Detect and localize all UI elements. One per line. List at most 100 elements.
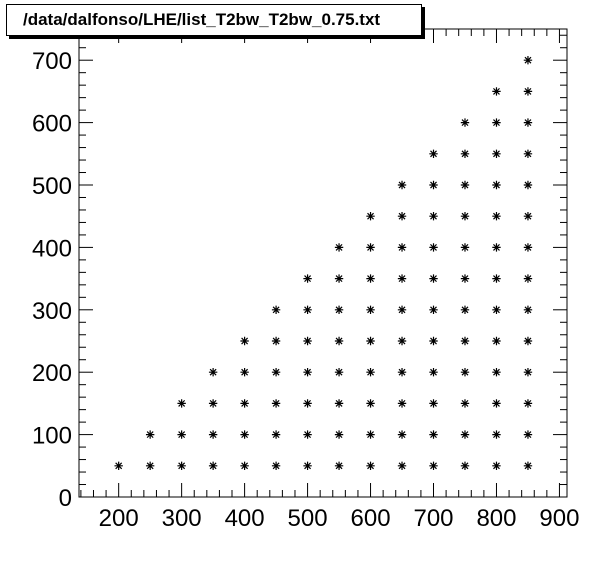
data-point xyxy=(429,274,438,283)
data-point xyxy=(460,274,470,283)
data-point xyxy=(334,336,344,346)
data-point xyxy=(366,368,375,377)
y-axis-ticks xyxy=(79,34,567,498)
data-point xyxy=(429,305,438,314)
data-point xyxy=(460,336,470,346)
data-point xyxy=(460,461,470,470)
data-point xyxy=(240,368,249,377)
data-point xyxy=(208,430,218,439)
data-point xyxy=(334,430,344,439)
x-tick-label: 700 xyxy=(413,505,453,532)
data-point xyxy=(492,87,501,96)
data-point xyxy=(397,243,407,252)
data-point xyxy=(523,274,533,283)
data-point xyxy=(429,243,438,252)
data-point xyxy=(397,180,407,190)
data-point xyxy=(397,461,407,470)
data-point xyxy=(397,399,407,408)
data-point xyxy=(523,118,533,127)
data-point xyxy=(429,430,438,439)
data-point xyxy=(492,180,501,190)
data-point xyxy=(334,243,344,252)
x-tick-label: 600 xyxy=(351,505,391,532)
data-point xyxy=(303,461,312,470)
y-tick-label: 300 xyxy=(32,298,72,325)
data-point xyxy=(492,305,501,314)
data-point xyxy=(303,336,312,346)
data-point xyxy=(240,336,249,346)
x-tick-label: 300 xyxy=(162,505,202,532)
data-point xyxy=(397,212,407,221)
data-point xyxy=(334,274,344,283)
data-point xyxy=(492,461,501,470)
data-point xyxy=(208,399,218,408)
data-point xyxy=(208,368,218,377)
data-point xyxy=(271,305,281,314)
data-point xyxy=(429,461,438,470)
data-point xyxy=(429,336,438,346)
data-point xyxy=(492,118,501,127)
data-point xyxy=(397,430,407,439)
data-point xyxy=(366,336,375,346)
data-point xyxy=(177,430,186,439)
data-point xyxy=(460,243,470,252)
data-point xyxy=(366,274,375,283)
data-point xyxy=(334,305,344,314)
data-point xyxy=(460,399,470,408)
data-point xyxy=(429,368,438,377)
y-tick-label: 700 xyxy=(32,48,72,75)
data-point xyxy=(366,305,375,314)
data-point xyxy=(145,461,155,470)
data-point xyxy=(397,368,407,377)
data-point xyxy=(334,399,344,408)
data-point xyxy=(523,430,533,439)
data-point xyxy=(523,87,533,96)
data-point xyxy=(429,399,438,408)
data-point xyxy=(334,461,344,470)
data-point xyxy=(523,461,533,470)
chart-title: /data/dalfonso/LHE/list_T2bw_T2bw_0.75.t… xyxy=(6,4,422,36)
data-point xyxy=(429,180,438,190)
y-tick-label: 100 xyxy=(32,423,72,450)
data-point xyxy=(460,149,470,158)
data-point xyxy=(429,149,438,158)
data-point xyxy=(460,212,470,221)
data-point xyxy=(523,399,533,408)
data-point xyxy=(271,336,281,346)
data-point xyxy=(303,399,312,408)
data-point xyxy=(492,243,501,252)
data-point xyxy=(397,336,407,346)
y-tick-label: 600 xyxy=(32,111,72,138)
data-point xyxy=(303,368,312,377)
data-point xyxy=(208,461,218,470)
data-point xyxy=(492,368,501,377)
x-tick-label: 800 xyxy=(476,505,516,532)
y-tick-label: 500 xyxy=(32,173,72,200)
data-point xyxy=(460,180,470,190)
data-point xyxy=(397,274,407,283)
data-point xyxy=(460,430,470,439)
data-point xyxy=(366,243,375,252)
data-point xyxy=(366,430,375,439)
data-point xyxy=(145,430,155,439)
data-point xyxy=(523,212,533,221)
data-point xyxy=(492,212,501,221)
x-tick-label: 200 xyxy=(99,505,139,532)
data-point xyxy=(366,461,375,470)
data-point xyxy=(240,461,249,470)
data-point xyxy=(492,274,501,283)
data-point xyxy=(334,368,344,377)
data-point xyxy=(523,149,533,158)
data-point xyxy=(429,212,438,221)
data-point xyxy=(271,461,281,470)
data-point xyxy=(492,149,501,158)
data-point xyxy=(523,243,533,252)
y-tick-label: 0 xyxy=(59,485,72,512)
x-tick-label: 900 xyxy=(539,505,579,532)
data-point xyxy=(460,118,470,127)
data-point xyxy=(523,180,533,190)
data-point xyxy=(271,368,281,377)
data-point xyxy=(523,336,533,346)
y-tick-label: 400 xyxy=(32,235,72,262)
